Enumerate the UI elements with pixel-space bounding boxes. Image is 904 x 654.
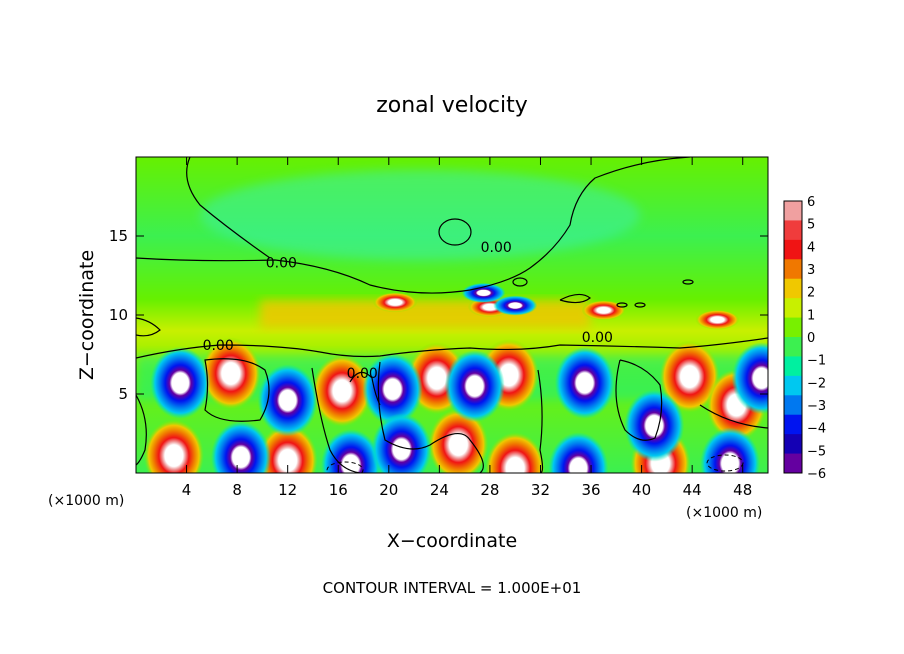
colorbar-segment [784,337,802,357]
negative-velocity-core [493,295,538,316]
contour-label: 0.00 [481,240,512,256]
dashed-negative-contour-2 [706,454,744,472]
colorbar-tick-label: 2 [807,286,815,301]
x-tick-label: 24 [430,481,449,499]
positive-velocity-core [257,424,318,473]
colorbar-tick-label: −3 [807,399,826,414]
positive-velocity-core [485,432,546,473]
orange-band [260,300,590,328]
colorbar-frame [783,200,803,474]
colorbar-segment [784,298,802,319]
x-tick-label: 28 [480,481,499,499]
colorbar-tick-label: −2 [807,376,826,391]
negative-velocity-core [320,429,381,473]
colorbar-segment [784,239,802,260]
negative-velocity-core [210,421,271,473]
contour-label: 0.00 [203,338,234,354]
colorbar-segment [784,317,802,338]
contour-labels: 0.00 0.00 0.00 0.00 0.00 [203,240,613,382]
colorbar-segment [784,259,802,280]
negative-velocity-core [700,427,761,473]
x-tick-label: 36 [581,481,600,499]
x-unit-left: (×1000 m) [48,493,124,509]
y-axis-ticks: 5 10 15 [109,227,768,403]
x-tick-label: 44 [683,481,702,499]
x-tick-label: 8 [232,481,242,499]
y-tick-label: 5 [118,385,128,403]
chart-title: zonal velocity [376,93,528,118]
negative-velocity-core [624,389,685,462]
contour-interval-note: CONTOUR INTERVAL = 1.000E+01 [323,579,582,597]
colorbar-tick-label: −5 [807,444,826,459]
x-unit-right: (×1000 m) [686,505,762,521]
dashed-negative-contour [326,461,364,473]
colorbar-segment [784,414,802,435]
negative-velocity-core [554,346,615,419]
y-tick-label: 15 [109,227,128,245]
x-tick-label: 48 [733,481,752,499]
colorbar-tick-label: 4 [807,240,815,255]
negative-velocity-core [444,350,505,423]
colorbar-segment [784,278,802,299]
negative-velocity-core [150,346,211,419]
x-tick-label: 16 [329,481,348,499]
x-tick-label: 12 [278,481,297,499]
x-tick-label: 40 [632,481,651,499]
colorbar-tick-label: 3 [807,263,815,278]
positive-velocity-core [373,292,418,313]
colorbar-tick-label: −4 [807,422,826,437]
colorbar-tick-label: 5 [807,218,815,233]
contour-label: 0.00 [582,330,613,346]
negative-velocity-core [257,364,318,437]
zero-contours [136,157,768,473]
positive-velocity-core [312,354,373,427]
negative-velocity-core [548,432,609,473]
colorbar-segment [784,375,802,396]
positive-velocity-core [143,419,204,473]
y-axis-label: Z−coordinate [76,250,98,380]
colorbar-tick-label: −6 [807,467,826,482]
colorbar-tick-label: −1 [807,354,826,369]
colorbar-segment [784,220,802,241]
x-tick-label: 20 [379,481,398,499]
positive-velocity-core [581,300,626,321]
colorbar-segment [784,356,802,377]
x-axis-label: X−coordinate [387,530,517,552]
negative-velocity-core [362,353,423,426]
negative-velocity-core [461,282,506,303]
colorbar-segment [784,453,802,474]
contour-label: 0.00 [266,256,297,272]
colorbar: 6 5 4 3 2 1 0 −1 −2 −3 −4 −5 −6 [783,195,826,482]
colorbar-tick-label: 6 [807,195,815,210]
positive-velocity-core [659,340,720,413]
positive-velocity-core [695,309,740,330]
velocity-blobs [143,282,768,473]
x-tick-label: 32 [531,481,550,499]
positive-velocity-core [428,408,489,473]
positive-velocity-core [200,337,261,410]
colorbar-tick-label: 1 [807,308,815,323]
upper-cyan-region [200,170,640,260]
contour-label: 0.00 [347,366,378,382]
colorbar-tick-label: 0 [807,331,815,346]
y-tick-label: 10 [109,306,128,324]
colorbar-segment [784,434,802,455]
negative-velocity-core [371,413,432,473]
x-tick-label: 4 [182,481,192,499]
x-axis-ticks: 4 8 12 16 20 24 28 32 36 40 44 48 [182,157,752,499]
plot-area: 0.00 0.00 0.00 0.00 0.00 [136,157,768,473]
colorbar-segment [784,201,802,221]
negative-velocity-core [731,342,768,415]
colorbar-segment [784,395,802,416]
